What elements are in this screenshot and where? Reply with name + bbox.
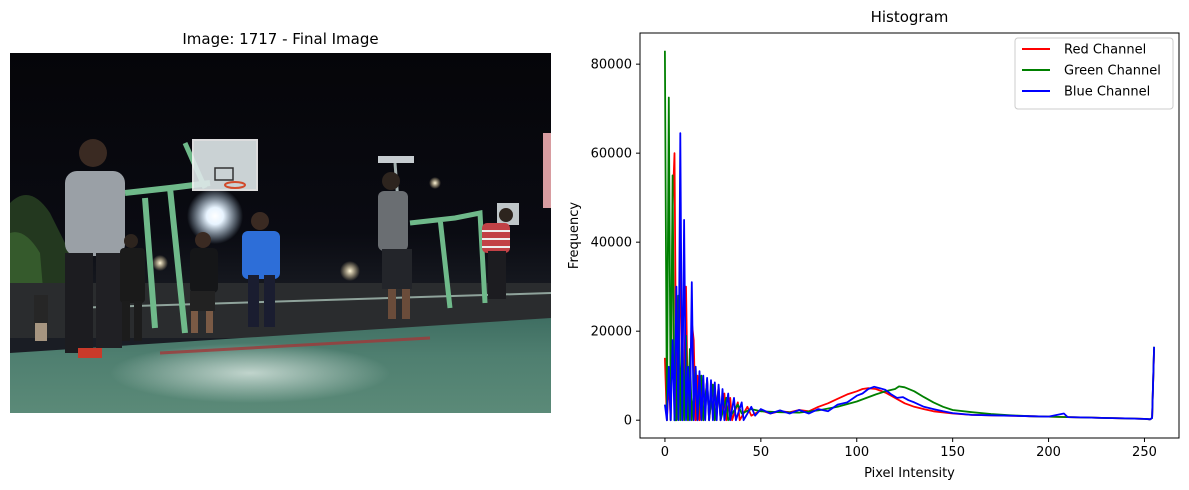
x-tick-label: 100 xyxy=(844,445,869,460)
y-tick-label: 40000 xyxy=(591,236,632,251)
basketball-court-photo xyxy=(10,53,551,413)
player-grey-tank xyxy=(378,172,412,319)
legend-label: Green Channel xyxy=(1064,64,1161,79)
x-tick-label: 0 xyxy=(661,445,669,460)
chart-title: Histogram xyxy=(871,8,949,26)
plot-frame xyxy=(639,32,1180,439)
x-tick-label: 50 xyxy=(753,445,770,460)
spectator-left xyxy=(34,295,48,341)
y-tick-label: 80000 xyxy=(591,58,632,73)
x-tick-label: 150 xyxy=(940,445,965,460)
player-blue-shirt xyxy=(242,212,280,327)
x-tick-label: 200 xyxy=(1036,445,1061,460)
player-left-dark xyxy=(120,234,145,341)
legend-label: Red Channel xyxy=(1064,43,1146,58)
legend-box xyxy=(1014,37,1174,110)
x-tick-label: 250 xyxy=(1132,445,1157,460)
y-tick-label: 0 xyxy=(624,414,632,429)
image-title: Image: 1717 - Final Image xyxy=(182,30,379,48)
y-axis-label: Frequency xyxy=(567,202,582,269)
legend: Red Channel Green Channel Blue Channel xyxy=(1014,37,1174,110)
photo-panel xyxy=(10,53,551,413)
player-black-shirt xyxy=(190,232,218,333)
player-grey-hoodie xyxy=(65,139,125,358)
x-axis-label: Pixel Intensity xyxy=(864,466,955,481)
series-line-blue-channel xyxy=(664,132,1155,422)
player-striped-shirt xyxy=(482,208,513,299)
series-line-red-channel xyxy=(664,152,1155,422)
y-tick-label: 60000 xyxy=(591,147,632,162)
legend-label: Blue Channel xyxy=(1064,85,1150,100)
y-tick-label: 20000 xyxy=(591,325,632,340)
